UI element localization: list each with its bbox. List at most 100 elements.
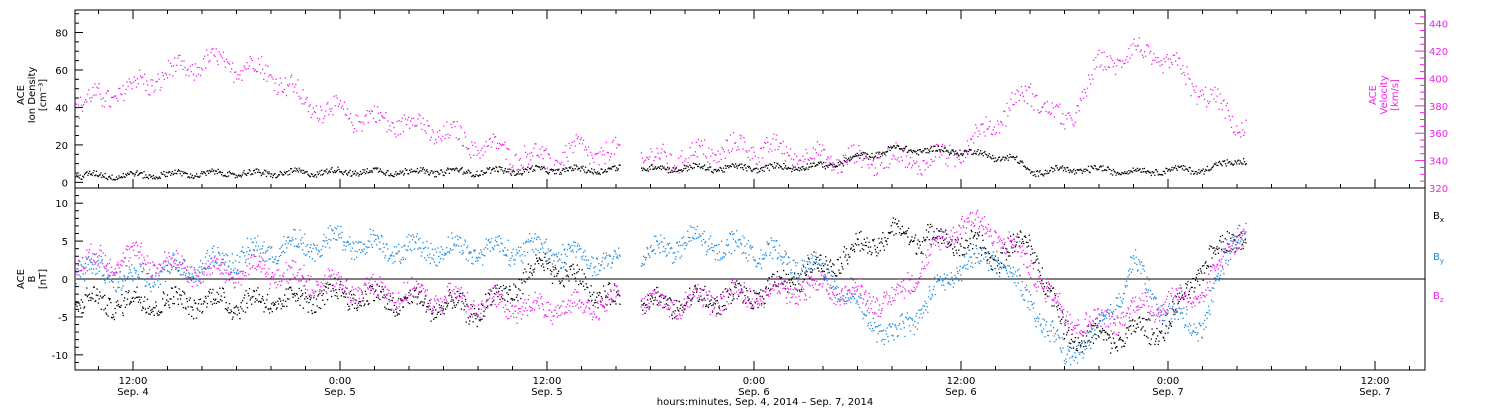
velocity-point xyxy=(1069,115,1070,116)
bx-point xyxy=(683,312,684,313)
by-point xyxy=(348,244,349,245)
density-point xyxy=(123,173,124,174)
velocity-point xyxy=(737,146,738,147)
density-point xyxy=(562,170,563,171)
velocity-point xyxy=(119,88,120,89)
velocity-point xyxy=(789,155,790,156)
density-point xyxy=(787,169,788,170)
bx-point xyxy=(1020,232,1021,233)
bx-point xyxy=(556,275,557,276)
density-point xyxy=(431,170,432,171)
bx-point xyxy=(818,270,819,271)
by-point xyxy=(239,262,240,263)
bx-point xyxy=(379,299,380,300)
density-point xyxy=(779,165,780,166)
density-point xyxy=(991,158,992,159)
velocity-point xyxy=(996,132,997,133)
bx-point xyxy=(215,299,216,300)
by-point xyxy=(530,240,531,241)
bx-point xyxy=(582,269,583,270)
density-point xyxy=(879,152,880,153)
velocity-point xyxy=(1127,61,1128,62)
density-point xyxy=(325,171,326,172)
velocity-point xyxy=(575,146,576,147)
bx-point xyxy=(564,262,565,263)
density-point xyxy=(1065,168,1066,169)
density-point xyxy=(95,175,96,176)
bx-point xyxy=(96,294,97,295)
velocity-point xyxy=(1235,134,1236,135)
velocity-point xyxy=(309,106,310,107)
density-point xyxy=(667,167,668,168)
velocity-point xyxy=(1080,98,1081,99)
bx-point xyxy=(531,273,532,274)
by-point xyxy=(513,259,514,260)
bx-point xyxy=(568,280,569,281)
velocity-point xyxy=(84,102,85,103)
bx-point xyxy=(279,298,280,299)
bx-point xyxy=(933,231,934,232)
velocity-point xyxy=(301,103,302,104)
bx-point xyxy=(266,306,267,307)
bx-point xyxy=(826,269,827,270)
velocity-point xyxy=(204,56,205,57)
by-point xyxy=(396,246,397,247)
bx-point xyxy=(99,291,100,292)
density-point xyxy=(297,170,298,171)
bx-point xyxy=(172,288,173,289)
velocity-point xyxy=(692,142,693,143)
density-point xyxy=(165,176,166,177)
bx-point xyxy=(1127,337,1128,338)
velocity-point xyxy=(651,151,652,152)
density-point xyxy=(1217,165,1218,166)
bx-point xyxy=(1233,234,1234,235)
bx-point xyxy=(301,290,302,291)
bx-point xyxy=(223,288,224,289)
bx-point xyxy=(271,303,272,304)
density-point xyxy=(371,170,372,171)
bx-point xyxy=(1230,238,1231,239)
velocity-point xyxy=(1026,90,1027,91)
density-point xyxy=(594,169,595,170)
velocity-point xyxy=(237,74,238,75)
by-point xyxy=(130,272,131,273)
by-point xyxy=(119,287,120,288)
density-point xyxy=(263,173,264,174)
bx-point xyxy=(1023,243,1024,244)
density-point xyxy=(838,162,839,163)
density-point xyxy=(135,174,136,175)
bx-point xyxy=(722,291,723,292)
bx-point xyxy=(447,305,448,306)
density-point xyxy=(735,163,736,164)
density-point xyxy=(1007,155,1008,156)
density-point xyxy=(699,163,700,164)
bx-point xyxy=(308,302,309,303)
velocity-point xyxy=(1114,63,1115,64)
density-point xyxy=(721,170,722,171)
bx-point xyxy=(864,239,865,240)
density-point xyxy=(1037,170,1038,171)
velocity-point xyxy=(1212,90,1213,91)
bx-point xyxy=(196,317,197,318)
velocity-point xyxy=(545,150,546,151)
velocity-point xyxy=(1193,86,1194,87)
velocity-point xyxy=(886,167,887,168)
bx-point xyxy=(404,297,405,298)
velocity-point xyxy=(1149,52,1150,53)
density-point xyxy=(465,173,466,174)
density-point xyxy=(75,176,76,177)
density-point xyxy=(821,163,822,164)
velocity-point xyxy=(1025,86,1026,87)
density-point xyxy=(520,173,521,174)
by-point xyxy=(559,259,560,260)
density-point xyxy=(732,164,733,165)
velocity-point xyxy=(671,154,672,155)
velocity-point xyxy=(1062,113,1063,114)
bx-point xyxy=(239,313,240,314)
by-point xyxy=(533,241,534,242)
by-point xyxy=(206,253,207,254)
bx-point xyxy=(911,240,912,241)
bx-point xyxy=(1022,241,1023,242)
bx-point xyxy=(881,238,882,239)
density-point xyxy=(490,172,491,173)
